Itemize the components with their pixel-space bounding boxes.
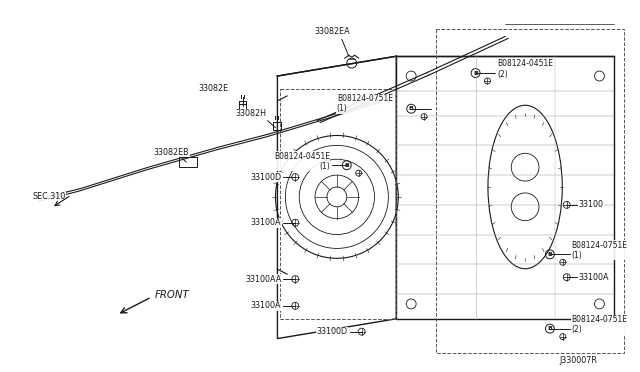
Text: B: B — [547, 252, 552, 257]
Text: B: B — [473, 71, 478, 76]
Text: 33082H: 33082H — [235, 109, 266, 118]
Text: 33100AA: 33100AA — [245, 275, 282, 283]
Text: B08124-0451E
(1): B08124-0451E (1) — [274, 151, 330, 171]
Text: B08124-0751E
(1): B08124-0751E (1) — [337, 94, 393, 113]
Text: 33082EA: 33082EA — [314, 27, 349, 36]
Text: B: B — [344, 163, 349, 168]
Text: 33100D: 33100D — [317, 327, 348, 336]
Text: B: B — [547, 326, 552, 331]
Text: B08124-0751E
(2): B08124-0751E (2) — [572, 315, 628, 334]
Text: 33100A: 33100A — [251, 301, 282, 310]
Text: B: B — [409, 106, 413, 111]
Text: 33100A: 33100A — [579, 273, 609, 282]
Text: 33082E: 33082E — [198, 84, 228, 93]
Text: SEC.310: SEC.310 — [33, 192, 66, 201]
Text: 33100: 33100 — [579, 201, 604, 209]
Text: 33100D: 33100D — [250, 173, 282, 182]
Text: B08124-0751E
(1): B08124-0751E (1) — [572, 241, 628, 260]
Text: B08124-0451E
(2): B08124-0451E (2) — [497, 60, 554, 79]
Text: FRONT: FRONT — [155, 290, 189, 300]
Text: 33082EB: 33082EB — [154, 148, 189, 157]
Text: J330007R: J330007R — [560, 356, 598, 365]
Text: 33100A: 33100A — [251, 218, 282, 227]
